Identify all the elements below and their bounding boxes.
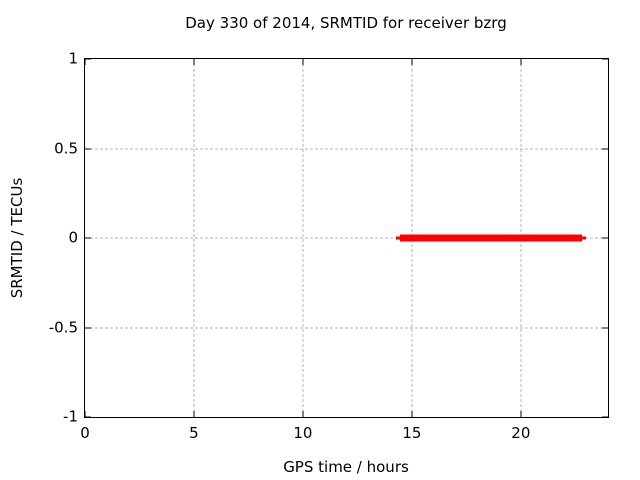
x-tick-label: 10 xyxy=(293,424,313,442)
grid-line-horizontal xyxy=(85,237,608,239)
x-tick-mark xyxy=(193,59,195,65)
y-tick-label: 1 xyxy=(68,49,78,68)
x-axis-label: GPS time / hours xyxy=(283,458,409,476)
x-tick-label: 0 xyxy=(80,424,90,442)
series-line xyxy=(399,234,582,242)
x-tick-mark xyxy=(84,411,86,417)
y-axis-label: SRMTID / TECUs xyxy=(8,177,26,299)
grid-line-horizontal xyxy=(85,327,608,328)
chart-title: Day 330 of 2014, SRMTID for receiver bzr… xyxy=(185,14,507,32)
y-tick-label: 0 xyxy=(68,228,78,247)
x-tick-mark xyxy=(411,411,413,417)
x-tick-mark xyxy=(302,411,304,417)
x-tick-label: 15 xyxy=(402,424,422,442)
y-tick-label: -1 xyxy=(63,407,78,426)
x-tick-mark xyxy=(193,411,195,417)
x-tick-mark xyxy=(520,411,522,417)
y-tick-mark xyxy=(602,58,608,60)
y-tick-mark xyxy=(602,237,608,239)
y-tick-mark xyxy=(85,148,91,149)
plot-area: 0 5 10 15 20 -1 -0.5 0 0.5 1 xyxy=(49,51,609,441)
y-tick-mark xyxy=(602,416,608,418)
x-tick-label: 20 xyxy=(511,424,531,442)
grid-line-horizontal xyxy=(85,148,608,149)
y-tick-mark xyxy=(85,416,91,418)
y-tick-mark xyxy=(85,58,91,60)
x-tick-label: 5 xyxy=(189,424,199,442)
x-tick-mark xyxy=(520,59,522,65)
x-tick-mark xyxy=(84,59,86,65)
y-tick-mark xyxy=(602,327,608,328)
y-tick-mark xyxy=(85,327,91,328)
y-tick-mark xyxy=(85,237,91,239)
y-tick-mark xyxy=(602,148,608,149)
x-tick-mark xyxy=(411,59,413,65)
x-tick-mark xyxy=(302,59,304,65)
y-tick-label: -0.5 xyxy=(48,318,78,336)
y-tick-label: 0.5 xyxy=(54,139,78,157)
